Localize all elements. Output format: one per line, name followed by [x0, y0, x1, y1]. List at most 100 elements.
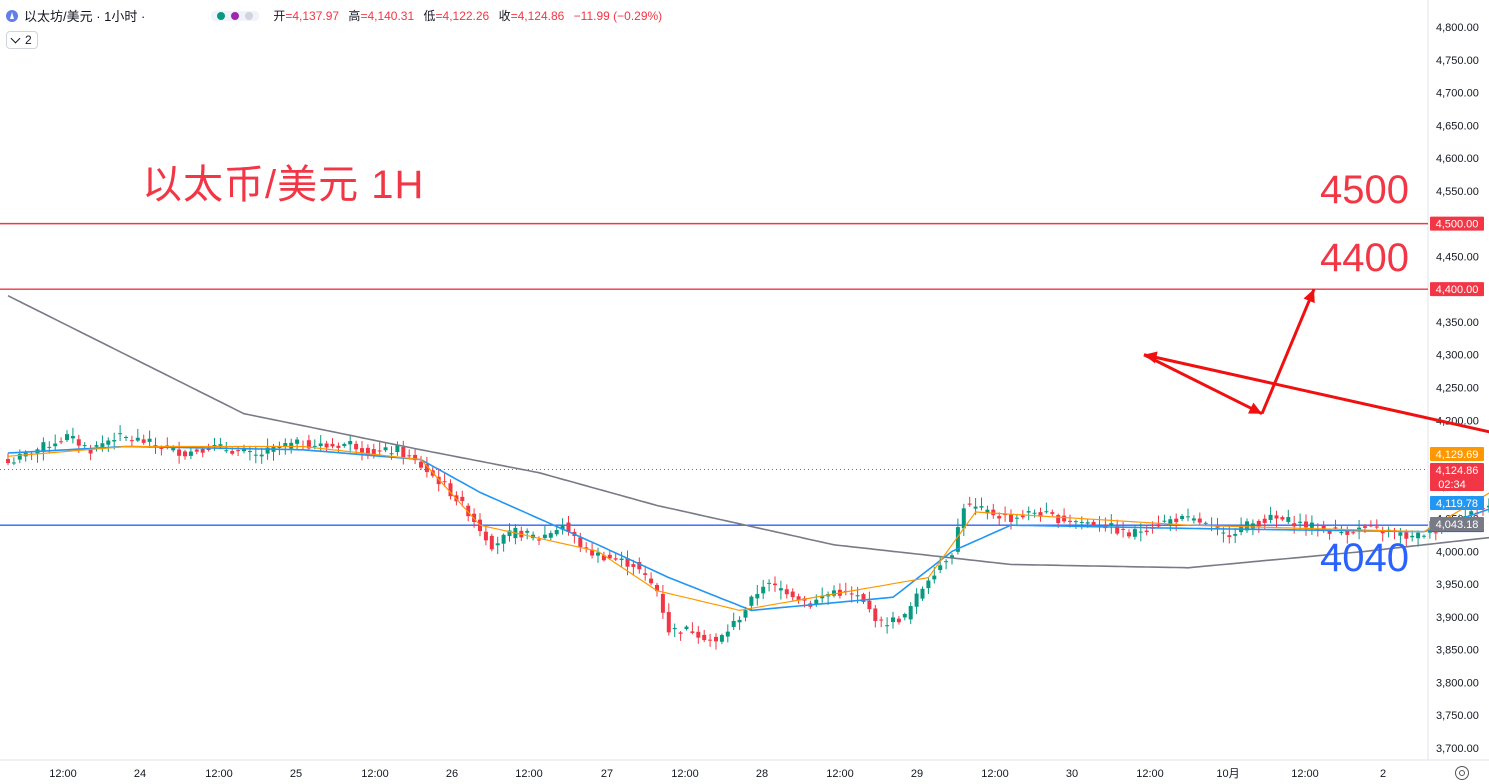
x-tick-label: 2	[1380, 768, 1386, 780]
symbol-label[interactable]: 以太坊/美元 · 1小时 ·	[24, 9, 146, 24]
candle-body	[820, 596, 825, 599]
y-tick-label: 3,900.00	[1436, 612, 1479, 624]
candle-body	[419, 461, 423, 468]
candle-body	[1144, 530, 1149, 533]
candle-body	[1174, 518, 1179, 523]
candle-body	[991, 509, 996, 516]
candle-body	[41, 442, 46, 452]
candle-body	[649, 578, 654, 584]
y-tick-label: 4,650.00	[1436, 120, 1479, 132]
candle-body	[920, 588, 925, 599]
candle-body	[11, 462, 16, 464]
candle-body	[1085, 522, 1090, 524]
candle-body	[914, 593, 919, 607]
candle-body	[590, 549, 595, 556]
candle-body	[773, 583, 777, 586]
candle-body	[1422, 535, 1426, 537]
candle-body	[330, 443, 335, 447]
candle-body	[944, 561, 949, 563]
candle-body	[684, 626, 689, 630]
y-tick-label: 4,700.00	[1436, 88, 1479, 100]
candle-body	[743, 610, 748, 618]
candle-body	[153, 445, 158, 447]
candle-body	[985, 509, 990, 514]
candle-body	[1014, 517, 1019, 519]
candle-body	[395, 445, 400, 453]
candle-body	[348, 440, 353, 445]
candle-body	[737, 619, 742, 623]
indicator-status-pill[interactable]	[211, 10, 260, 21]
candle-body	[501, 534, 506, 544]
candle-body	[1156, 524, 1161, 527]
candle-body	[1026, 511, 1031, 513]
indicator-price-text: 4,043.18	[1436, 519, 1479, 531]
candle-body	[141, 439, 146, 443]
indicator-price-text: 4,129.69	[1436, 449, 1479, 461]
candle-body	[312, 445, 317, 447]
candle-body	[371, 449, 376, 456]
candle-body	[896, 618, 901, 623]
y-tick-label: 4,750.00	[1436, 55, 1479, 67]
x-tick-label: 26	[446, 768, 458, 780]
candle-body	[1121, 528, 1126, 530]
candle-body	[542, 534, 547, 539]
candle-body	[672, 627, 677, 630]
indicator-price-tag	[1430, 517, 1484, 531]
candle-body	[129, 440, 134, 442]
candle-body	[183, 451, 187, 457]
y-tick-label: 3,750.00	[1436, 710, 1479, 722]
status-dot-icon	[245, 11, 254, 20]
candle-body	[725, 631, 730, 637]
candle-body	[796, 596, 801, 601]
candle-body	[177, 449, 182, 456]
candle-body	[1245, 521, 1249, 531]
settings-icon[interactable]	[1455, 766, 1469, 780]
x-tick-label: 10月	[1216, 768, 1239, 780]
candle-body	[1262, 518, 1267, 523]
candle-body	[1044, 511, 1049, 513]
candle-body	[554, 529, 559, 535]
y-tick-label: 3,950.00	[1436, 579, 1479, 591]
x-tick-label: 12:00	[826, 768, 854, 780]
candle-body	[289, 442, 294, 449]
projection-arrow	[1143, 353, 1263, 416]
candle-body	[1097, 525, 1102, 527]
annotation-4500: 4500	[1320, 168, 1409, 212]
candle-body	[938, 565, 943, 570]
candle-body	[761, 586, 766, 594]
level-price-text: 4,500.00	[1436, 219, 1479, 231]
market-open-icon	[217, 11, 226, 20]
candle-body	[902, 614, 907, 618]
candle-body	[507, 530, 512, 536]
candle-body	[1227, 535, 1232, 537]
candle-body	[94, 445, 99, 447]
candle-body	[873, 608, 878, 621]
candle-body	[696, 631, 701, 638]
ethereum-icon	[6, 9, 18, 22]
candle-body	[283, 443, 288, 447]
candle-body	[124, 437, 128, 439]
candle-body	[1410, 535, 1415, 538]
y-tick-label: 4,250.00	[1436, 383, 1479, 395]
candle-body	[389, 453, 394, 455]
candle-body	[1298, 521, 1303, 523]
candle-body	[135, 437, 140, 441]
y-tick-label: 4,450.00	[1436, 251, 1479, 263]
candle-body	[365, 447, 370, 455]
candle-body	[448, 483, 453, 497]
candle-body	[891, 617, 895, 623]
candle-body	[407, 455, 412, 457]
candle-body	[1339, 532, 1344, 534]
change-value: −11.99 (−0.29%)	[573, 9, 663, 23]
candle-body	[1109, 523, 1114, 526]
candle-body	[767, 582, 772, 584]
indicators-toggle[interactable]: 2	[6, 31, 38, 49]
ma-slow-line	[7, 294, 1489, 569]
candle-body	[70, 436, 75, 439]
candle-body	[1274, 515, 1279, 519]
candle-body	[879, 619, 884, 621]
candle-body	[413, 454, 418, 461]
indicator-price-tag	[1430, 463, 1484, 491]
candle-body	[147, 438, 152, 442]
